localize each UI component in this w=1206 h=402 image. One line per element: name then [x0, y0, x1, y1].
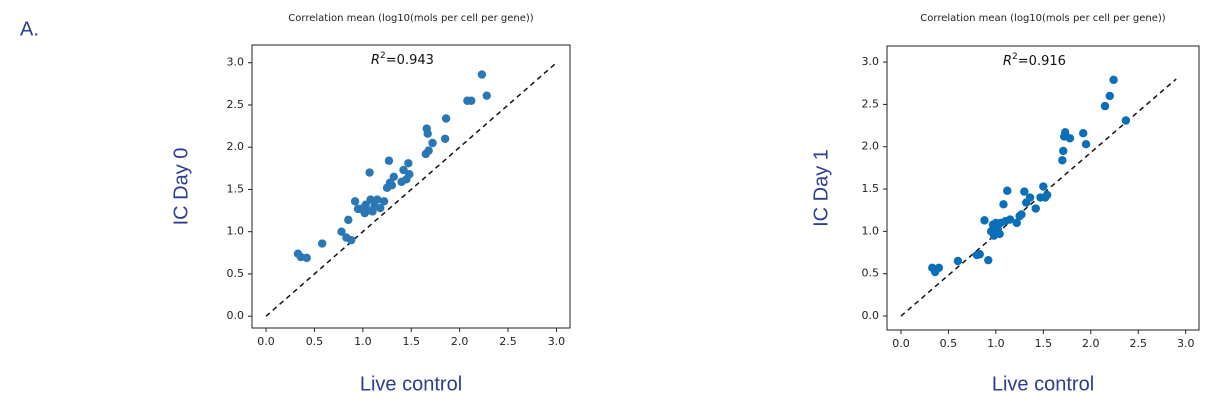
point: [1078, 128, 1088, 138]
reference-line: [265, 62, 557, 317]
y-tick-label: 2.5: [227, 98, 245, 111]
point: [482, 91, 491, 100]
point: [441, 114, 451, 123]
point: [995, 229, 1004, 239]
x-tick-label: 1.0: [354, 335, 372, 348]
point: [399, 165, 408, 175]
x-tick-label: 3.0: [548, 335, 566, 348]
annotation-text: =0.943: [386, 53, 434, 68]
annotation-text: =0.916: [1018, 54, 1066, 69]
chart-title: Correlation mean (log10(mols per cell pe…: [288, 13, 534, 24]
point: [387, 181, 397, 190]
x-axis-label: Live control: [992, 373, 1094, 395]
point: [984, 255, 993, 265]
x-tick-label: 2.5: [499, 335, 517, 348]
y-tick-label: 0.0: [862, 309, 880, 322]
point: [467, 96, 476, 105]
point: [424, 146, 433, 155]
point: [1065, 134, 1075, 143]
x-tick-label: 0.0: [257, 335, 275, 348]
point: [428, 138, 437, 148]
annotation-symbol: R: [371, 53, 380, 68]
point: [1042, 190, 1052, 200]
y-axis-label: IC Day 0: [170, 148, 192, 226]
point: [1105, 91, 1114, 101]
point: [1039, 182, 1048, 191]
point: [1060, 128, 1070, 137]
point: [1031, 204, 1040, 213]
x-tick-label: 1.0: [987, 337, 1005, 350]
point: [999, 200, 1008, 209]
x-tick-label: 0.0: [892, 337, 910, 350]
x-tick-label: 1.5: [1035, 337, 1053, 350]
y-axis-label: IC Day 1: [810, 149, 832, 227]
chart-title: Correlation mean (log10(mols per cell pe…: [920, 13, 1166, 24]
point: [1020, 187, 1029, 196]
x-axis-label: Live control: [360, 373, 462, 395]
x-tick-label: 0.5: [940, 337, 958, 350]
annotation: R2=0.943: [371, 51, 434, 68]
point: [1017, 210, 1026, 219]
panel-label: A.: [20, 18, 39, 40]
x-tick-label: 2.5: [1130, 337, 1148, 350]
point: [980, 216, 989, 225]
x-tick-label: 1.5: [402, 335, 420, 348]
point: [953, 256, 963, 266]
x-tick-label: 2.0: [451, 335, 469, 348]
y-tick-label: 2.0: [862, 140, 880, 153]
point: [477, 70, 487, 79]
point: [1003, 186, 1012, 195]
point: [1100, 101, 1110, 111]
annotation-exponent: 2: [1012, 52, 1018, 62]
point: [366, 195, 375, 204]
point: [1059, 146, 1068, 156]
point: [1121, 116, 1131, 125]
y-tick-label: 0.5: [227, 267, 245, 280]
point: [376, 203, 385, 213]
y-tick-label: 2.5: [862, 97, 880, 110]
plot-frame: [251, 44, 571, 329]
point: [302, 253, 311, 263]
point: [384, 156, 394, 165]
point: [1058, 156, 1067, 165]
y-tick-label: 3.0: [862, 55, 880, 68]
x-tick-label: 2.0: [1082, 337, 1100, 350]
point: [347, 235, 356, 245]
point: [344, 215, 353, 225]
point: [1005, 215, 1015, 224]
x-tick-label: 3.0: [1177, 337, 1195, 350]
y-tick-label: 2.0: [227, 140, 245, 153]
point: [404, 159, 413, 168]
point: [350, 197, 360, 206]
point: [389, 172, 399, 181]
point: [1025, 193, 1035, 202]
point: [934, 263, 944, 272]
annotation-exponent: 2: [380, 51, 386, 61]
y-tick-label: 0.0: [227, 309, 245, 322]
annotation-symbol: R: [1003, 54, 1012, 69]
point: [1012, 218, 1021, 228]
point: [423, 129, 432, 138]
y-tick-label: 3.0: [227, 56, 245, 69]
point: [1109, 75, 1118, 85]
point: [337, 227, 346, 236]
point: [405, 170, 414, 179]
y-tick-label: 1.5: [862, 182, 880, 195]
y-tick-label: 1.0: [862, 224, 880, 237]
point: [365, 168, 374, 177]
point: [373, 195, 382, 204]
x-tick-label: 0.5: [306, 335, 324, 348]
y-tick-label: 1.0: [227, 225, 245, 238]
point: [317, 239, 327, 248]
annotation: R2=0.916: [1003, 52, 1066, 69]
y-tick-label: 1.5: [227, 182, 245, 195]
point: [975, 250, 984, 259]
point: [379, 197, 389, 206]
point: [1081, 139, 1091, 149]
point: [440, 134, 450, 143]
y-tick-label: 0.5: [862, 267, 880, 280]
